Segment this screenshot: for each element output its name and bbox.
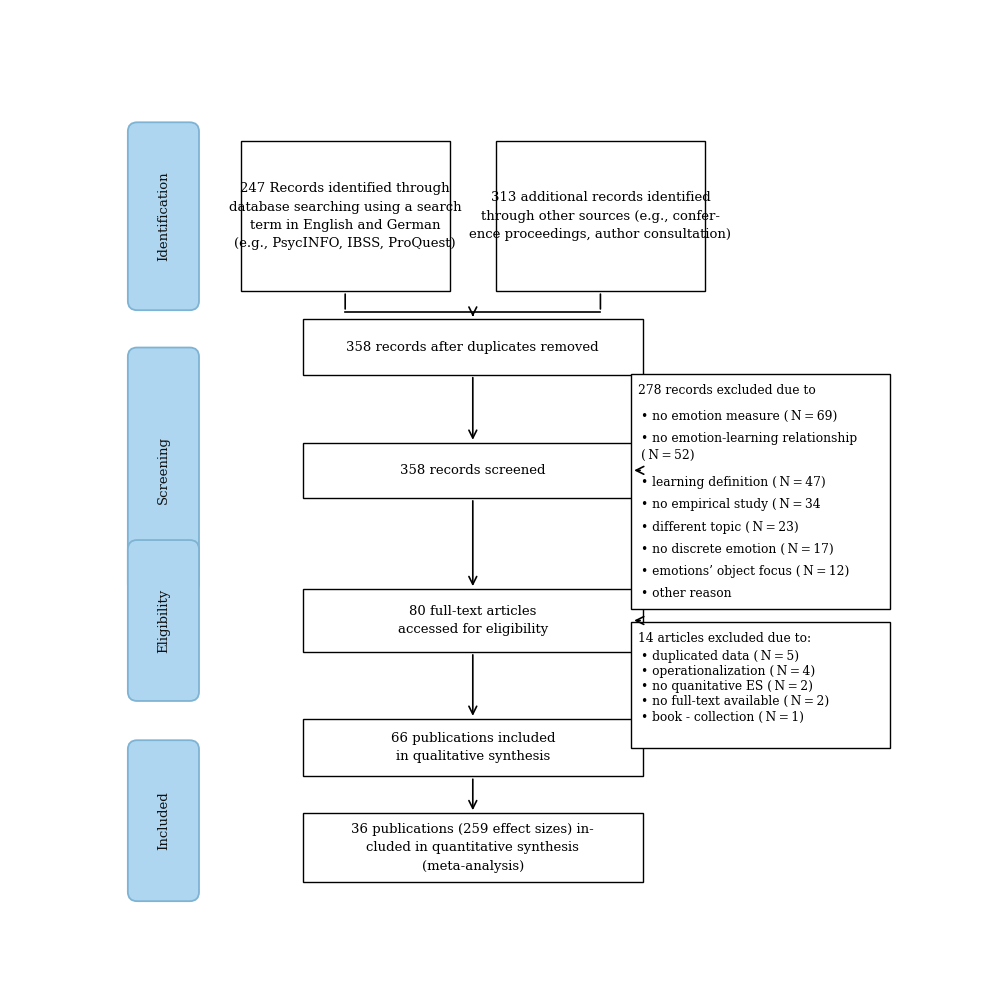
- FancyBboxPatch shape: [128, 540, 199, 701]
- Bar: [241, 141, 449, 291]
- Text: 80 full-text articles
accessed for eligibility: 80 full-text articles accessed for eligi…: [397, 605, 548, 636]
- Bar: [302, 319, 643, 375]
- Text: 66 publications included
in qualitative synthesis: 66 publications included in qualitative …: [390, 732, 555, 763]
- Text: • book - collection ( N = 1): • book - collection ( N = 1): [642, 711, 804, 724]
- Bar: [632, 374, 890, 609]
- Text: • no full-text available ( N = 2): • no full-text available ( N = 2): [642, 695, 829, 708]
- Text: • different topic ( N = 23): • different topic ( N = 23): [642, 521, 799, 534]
- Text: • other reason: • other reason: [642, 587, 733, 600]
- Text: 14 articles excluded due to:: 14 articles excluded due to:: [638, 632, 810, 645]
- Text: 278 records excluded due to: 278 records excluded due to: [638, 384, 815, 397]
- Bar: [302, 589, 643, 652]
- Text: • duplicated data ( N = 5): • duplicated data ( N = 5): [642, 650, 799, 663]
- Bar: [302, 813, 643, 882]
- Text: • no emotion-learning relationship
( N = 52): • no emotion-learning relationship ( N =…: [642, 432, 857, 462]
- Text: • emotions’ object focus ( N = 12): • emotions’ object focus ( N = 12): [642, 565, 849, 578]
- Bar: [496, 141, 705, 291]
- Bar: [632, 622, 890, 748]
- Bar: [302, 719, 643, 776]
- Text: 358 records after duplicates removed: 358 records after duplicates removed: [346, 341, 599, 354]
- Text: 358 records screened: 358 records screened: [400, 464, 546, 477]
- Text: • learning definition ( N = 47): • learning definition ( N = 47): [642, 476, 826, 489]
- Text: • no discrete emotion ( N = 17): • no discrete emotion ( N = 17): [642, 543, 834, 556]
- Text: 247 Records identified through
database searching using a search
term in English: 247 Records identified through database …: [229, 182, 461, 250]
- Text: Screening: Screening: [157, 436, 170, 504]
- Text: Included: Included: [157, 791, 170, 850]
- Text: 313 additional records identified
through other sources (e.g., confer-
ence proc: 313 additional records identified throug…: [469, 191, 732, 241]
- FancyBboxPatch shape: [128, 122, 199, 310]
- Text: Eligibility: Eligibility: [157, 588, 170, 653]
- Bar: [302, 443, 643, 498]
- Text: • no emotion measure ( N = 69): • no emotion measure ( N = 69): [642, 410, 837, 423]
- FancyBboxPatch shape: [128, 740, 199, 901]
- FancyBboxPatch shape: [128, 348, 199, 593]
- Text: 36 publications (259 effect sizes) in-
cluded in quantitative synthesis
(meta-an: 36 publications (259 effect sizes) in- c…: [351, 823, 594, 873]
- Text: • operationalization ( N = 4): • operationalization ( N = 4): [642, 665, 815, 678]
- Text: Identification: Identification: [157, 171, 170, 261]
- Text: • no quanitative ES ( N = 2): • no quanitative ES ( N = 2): [642, 680, 813, 693]
- Text: • no empirical study ( N = 34: • no empirical study ( N = 34: [642, 498, 821, 511]
